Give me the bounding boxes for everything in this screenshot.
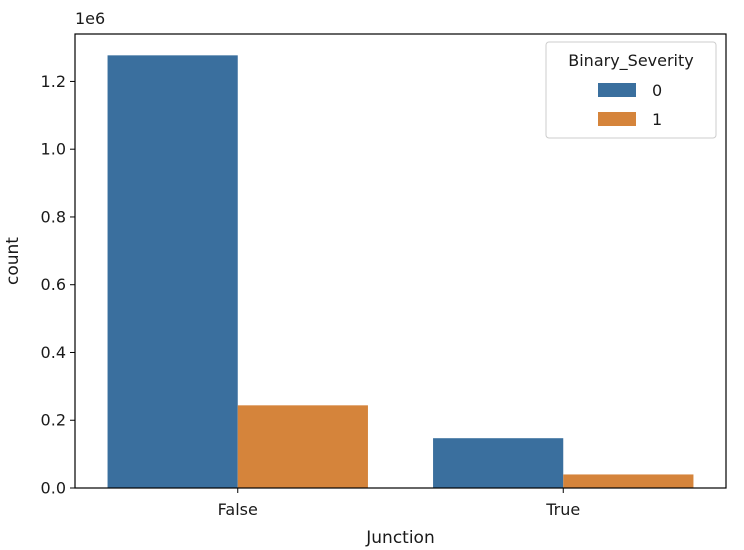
bars-layer [107,55,694,489]
y-tick-label: 0.8 [41,207,66,226]
legend-title: Binary_Severity [568,51,694,71]
legend-label-1: 1 [652,110,662,129]
x-tick-label: False [218,500,258,519]
y-tick-label: 0.4 [41,343,66,362]
legend-items: 01 [598,81,662,129]
legend-swatch-1 [598,112,636,126]
y-axis-ticks: 0.0 0.2 0.4 0.6 0.8 1.0 1.2 [41,72,75,498]
y-tick-label: 1.2 [41,72,66,91]
legend-label-0: 0 [652,81,662,100]
y-tick-label: 0.0 [41,479,66,498]
legend: Binary_Severity 01 [545,41,717,139]
legend-swatch-0 [598,83,636,97]
x-tick-label: True [545,500,580,519]
y-tick-label: 1.0 [41,140,66,159]
y-tick-label: 0.2 [41,411,66,430]
bar-true-series-1 [563,474,694,488]
plot-area: 0.0 0.2 0.4 0.6 0.8 1.0 1.2 False True [41,33,727,519]
x-axis-label: Junction [365,528,434,548]
bar-false-series-1 [237,405,368,488]
x-axis-ticks: False True [218,488,580,519]
y-axis-offset-label: 1e6 [75,9,105,28]
y-tick-label: 0.6 [41,275,66,294]
y-axis-label: count [3,237,23,285]
bar-true-series-0 [433,438,564,488]
bar-false-series-0 [107,55,238,489]
plot-frame [74,33,727,489]
